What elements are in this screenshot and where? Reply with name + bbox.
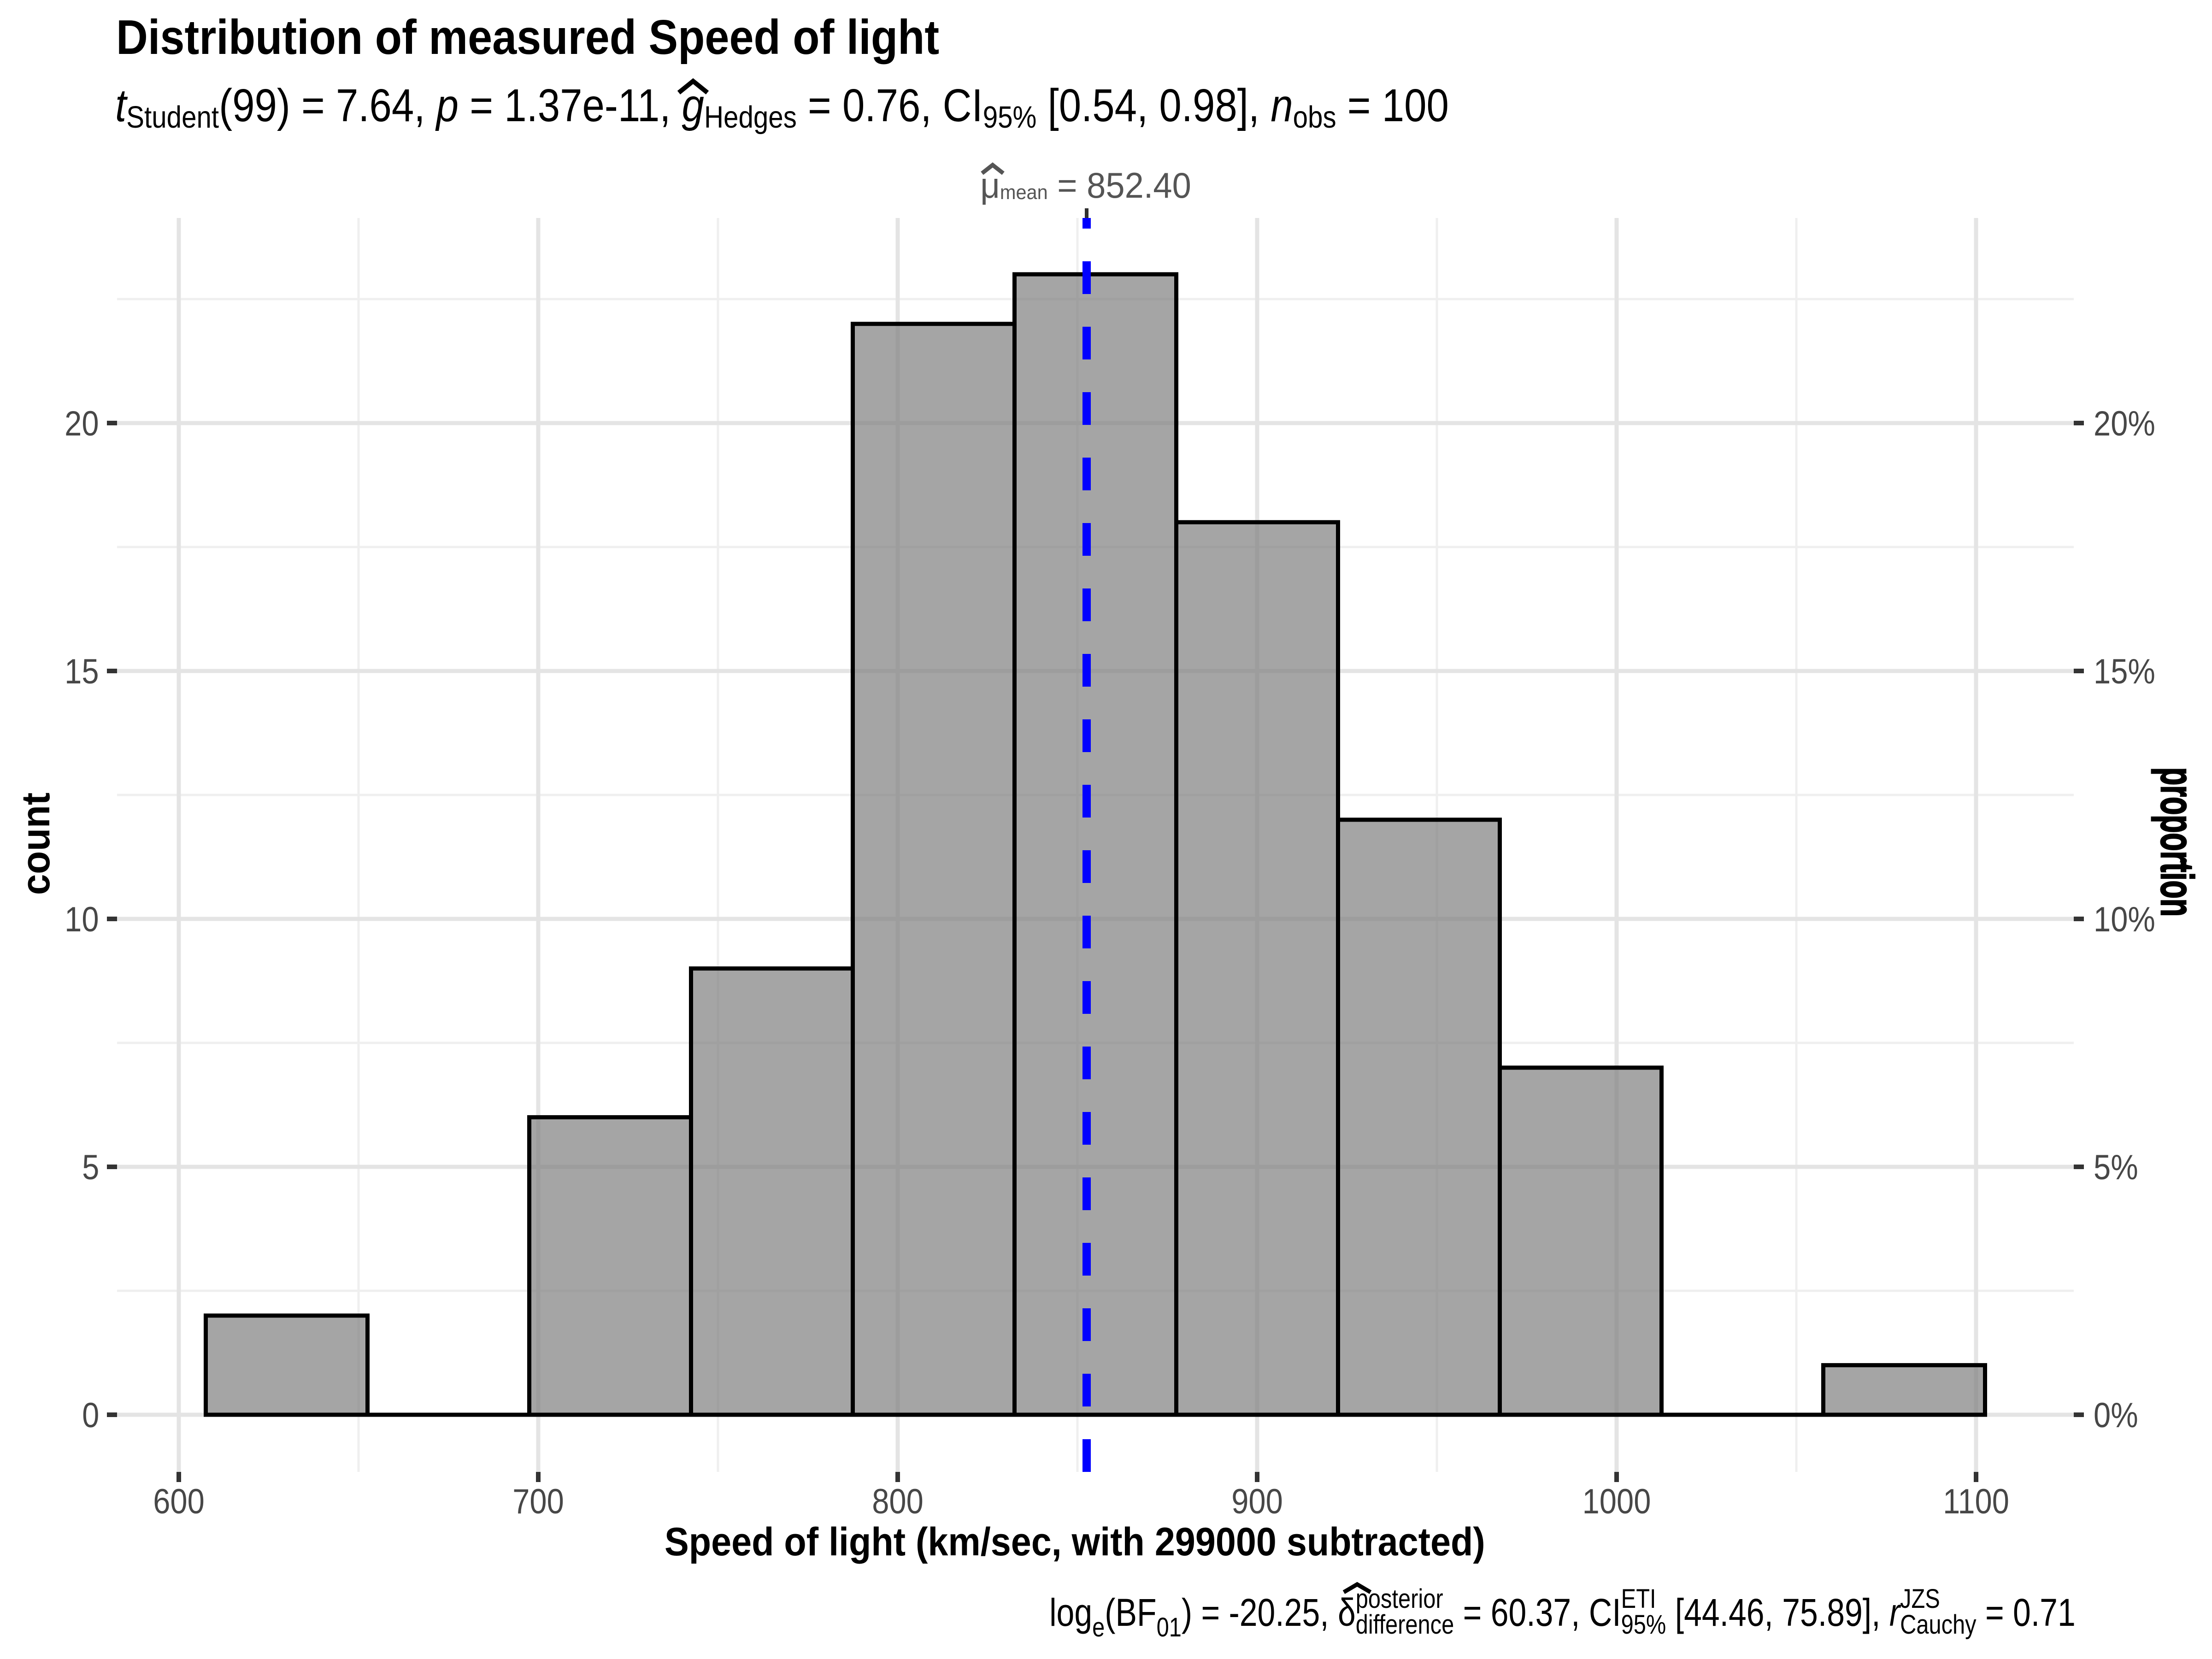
svg-text:proportion: proportion (2152, 767, 2203, 917)
svg-text:count: count (13, 793, 58, 895)
